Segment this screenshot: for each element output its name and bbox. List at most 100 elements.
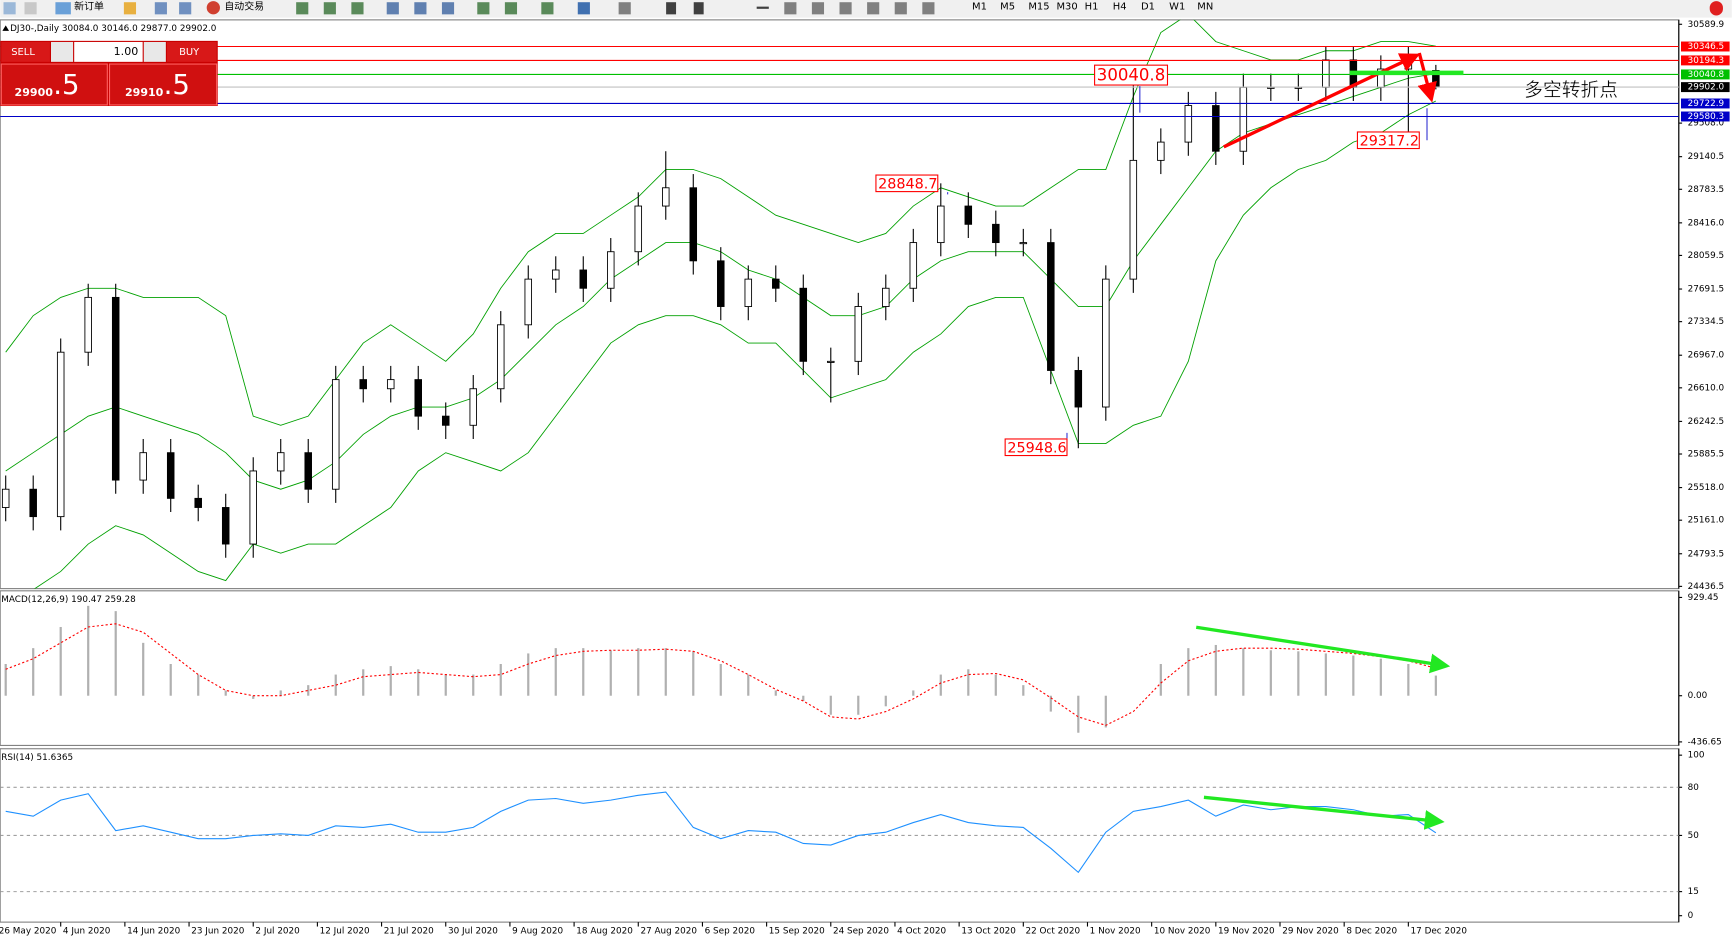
indicator-title: DJ30-,Daily 30084.0 30146.0 29877.0 2990… bbox=[10, 24, 217, 34]
y-tick-label: -436.65 bbox=[1688, 737, 1722, 747]
buy-price-box[interactable] bbox=[108, 63, 218, 106]
y-tick-label: 0.00 bbox=[1688, 691, 1708, 701]
y-tick-label: 25885.5 bbox=[1688, 450, 1725, 460]
timeframe-button[interactable]: MN bbox=[1197, 2, 1213, 13]
lots-field[interactable] bbox=[74, 41, 143, 62]
x-tick-label: 10 Nov 2020 bbox=[1154, 926, 1211, 936]
tool-icon[interactable] bbox=[839, 2, 852, 15]
tool-icon[interactable] bbox=[386, 2, 399, 15]
lots-down[interactable] bbox=[50, 41, 74, 62]
tool-icon[interactable] bbox=[618, 2, 631, 15]
trend-arrow bbox=[1417, 52, 1437, 103]
buy-price[interactable]: 29910 bbox=[125, 86, 164, 99]
candle-body bbox=[799, 287, 808, 362]
macd-bar bbox=[1269, 650, 1272, 696]
tool-icon[interactable] bbox=[666, 2, 677, 15]
sell-price[interactable]: 29900 bbox=[15, 86, 54, 99]
timeframe-button[interactable]: W1 bbox=[1169, 2, 1185, 13]
candle-body bbox=[1239, 86, 1248, 152]
tool-icon[interactable] bbox=[414, 2, 427, 15]
tool-icon[interactable] bbox=[922, 2, 935, 15]
tool-icon[interactable] bbox=[811, 2, 825, 15]
macd-bar bbox=[1297, 651, 1300, 696]
tool-icon[interactable] bbox=[351, 2, 364, 15]
buy-pips[interactable]: .5 bbox=[164, 68, 190, 101]
timeframe-button[interactable]: M15 bbox=[1028, 2, 1049, 13]
tool-icon[interactable] bbox=[577, 2, 590, 15]
macd-bar bbox=[967, 669, 970, 696]
tool-icon[interactable] bbox=[3, 2, 16, 15]
auto-trading-icon[interactable] bbox=[206, 1, 220, 15]
tool-icon[interactable] bbox=[693, 2, 704, 15]
x-tick-label: 13 Oct 2020 bbox=[961, 926, 1016, 936]
timeframe-button[interactable]: M30 bbox=[1056, 2, 1077, 13]
tool-icon[interactable] bbox=[756, 6, 769, 9]
buy-button[interactable] bbox=[166, 41, 217, 62]
macd-bar bbox=[1352, 655, 1355, 696]
tool-icon[interactable] bbox=[24, 2, 37, 15]
macd-bar bbox=[1187, 648, 1190, 696]
lots-value[interactable]: 1.00 bbox=[114, 45, 139, 58]
candle-body bbox=[331, 379, 340, 490]
y-tick-label: 26242.5 bbox=[1688, 417, 1725, 427]
new-order-button[interactable]: 新订单 bbox=[74, 0, 104, 13]
candle-body bbox=[1184, 105, 1193, 143]
tool-icon[interactable] bbox=[441, 2, 455, 15]
tool-icon[interactable] bbox=[179, 2, 192, 15]
tool-icon[interactable] bbox=[154, 2, 167, 15]
timeframe-button[interactable]: H1 bbox=[1085, 2, 1099, 13]
timeframe-button[interactable]: M5 bbox=[1000, 2, 1015, 13]
candle-body bbox=[1212, 105, 1220, 152]
candle-body bbox=[992, 223, 1000, 244]
candle-body bbox=[1129, 159, 1138, 280]
alert-icon[interactable] bbox=[1709, 1, 1723, 16]
sell-price-box[interactable] bbox=[0, 63, 108, 106]
candle-body bbox=[717, 260, 725, 307]
macd-bar bbox=[1242, 648, 1245, 696]
timeframe-button[interactable]: H4 bbox=[1113, 2, 1127, 13]
timeframe-button[interactable]: M1 bbox=[972, 2, 987, 13]
tool-icon[interactable] bbox=[504, 2, 518, 15]
sell-pips[interactable]: .5 bbox=[53, 68, 79, 101]
macd-bar bbox=[169, 664, 172, 696]
tool-icon[interactable] bbox=[123, 2, 137, 15]
macd-bar bbox=[472, 674, 475, 696]
candle-body bbox=[496, 324, 505, 390]
candle-body bbox=[84, 296, 92, 353]
macd-bar bbox=[1379, 658, 1382, 696]
tool-icon[interactable] bbox=[867, 2, 880, 15]
candle-body bbox=[1157, 141, 1165, 161]
candle-body bbox=[29, 488, 37, 518]
candle-body bbox=[1074, 370, 1083, 408]
tool-icon[interactable] bbox=[477, 2, 490, 15]
price-level-box bbox=[1681, 82, 1730, 93]
auto-trading-button[interactable]: 自动交易 bbox=[224, 0, 264, 13]
macd-bar bbox=[1407, 664, 1410, 696]
macd-bar bbox=[1077, 695, 1080, 733]
sell-label[interactable]: SELL bbox=[11, 47, 35, 58]
x-tick-label: 23 Jun 2020 bbox=[191, 926, 244, 936]
drawings: 多空转折点 bbox=[1195, 52, 1618, 830]
buy-label[interactable]: BUY bbox=[179, 47, 200, 58]
candle-body bbox=[744, 278, 753, 307]
new-order-icon[interactable] bbox=[55, 2, 71, 15]
x-tick-label: 22 Oct 2020 bbox=[1026, 926, 1081, 936]
macd-bar bbox=[1434, 675, 1437, 696]
symbol-marker bbox=[2, 25, 10, 31]
macd-bar bbox=[389, 666, 392, 696]
lots-up[interactable] bbox=[143, 41, 166, 62]
tool-icons bbox=[296, 2, 935, 15]
timeframe-button[interactable]: D1 bbox=[1141, 2, 1155, 13]
y-tick-label: 15 bbox=[1688, 887, 1699, 897]
candle-body bbox=[221, 507, 230, 545]
tool-icon[interactable] bbox=[894, 2, 907, 15]
price-level-label: 30040.8 bbox=[1688, 70, 1725, 80]
y-tick-label: 26610.0 bbox=[1688, 383, 1725, 393]
sell-button[interactable] bbox=[1, 41, 50, 62]
tool-icon[interactable] bbox=[541, 2, 554, 15]
tool-icon[interactable] bbox=[296, 2, 309, 15]
tool-icon[interactable] bbox=[323, 2, 336, 15]
macd-bar bbox=[224, 690, 227, 696]
tool-icon[interactable] bbox=[784, 2, 797, 15]
macd-bar bbox=[884, 695, 887, 707]
